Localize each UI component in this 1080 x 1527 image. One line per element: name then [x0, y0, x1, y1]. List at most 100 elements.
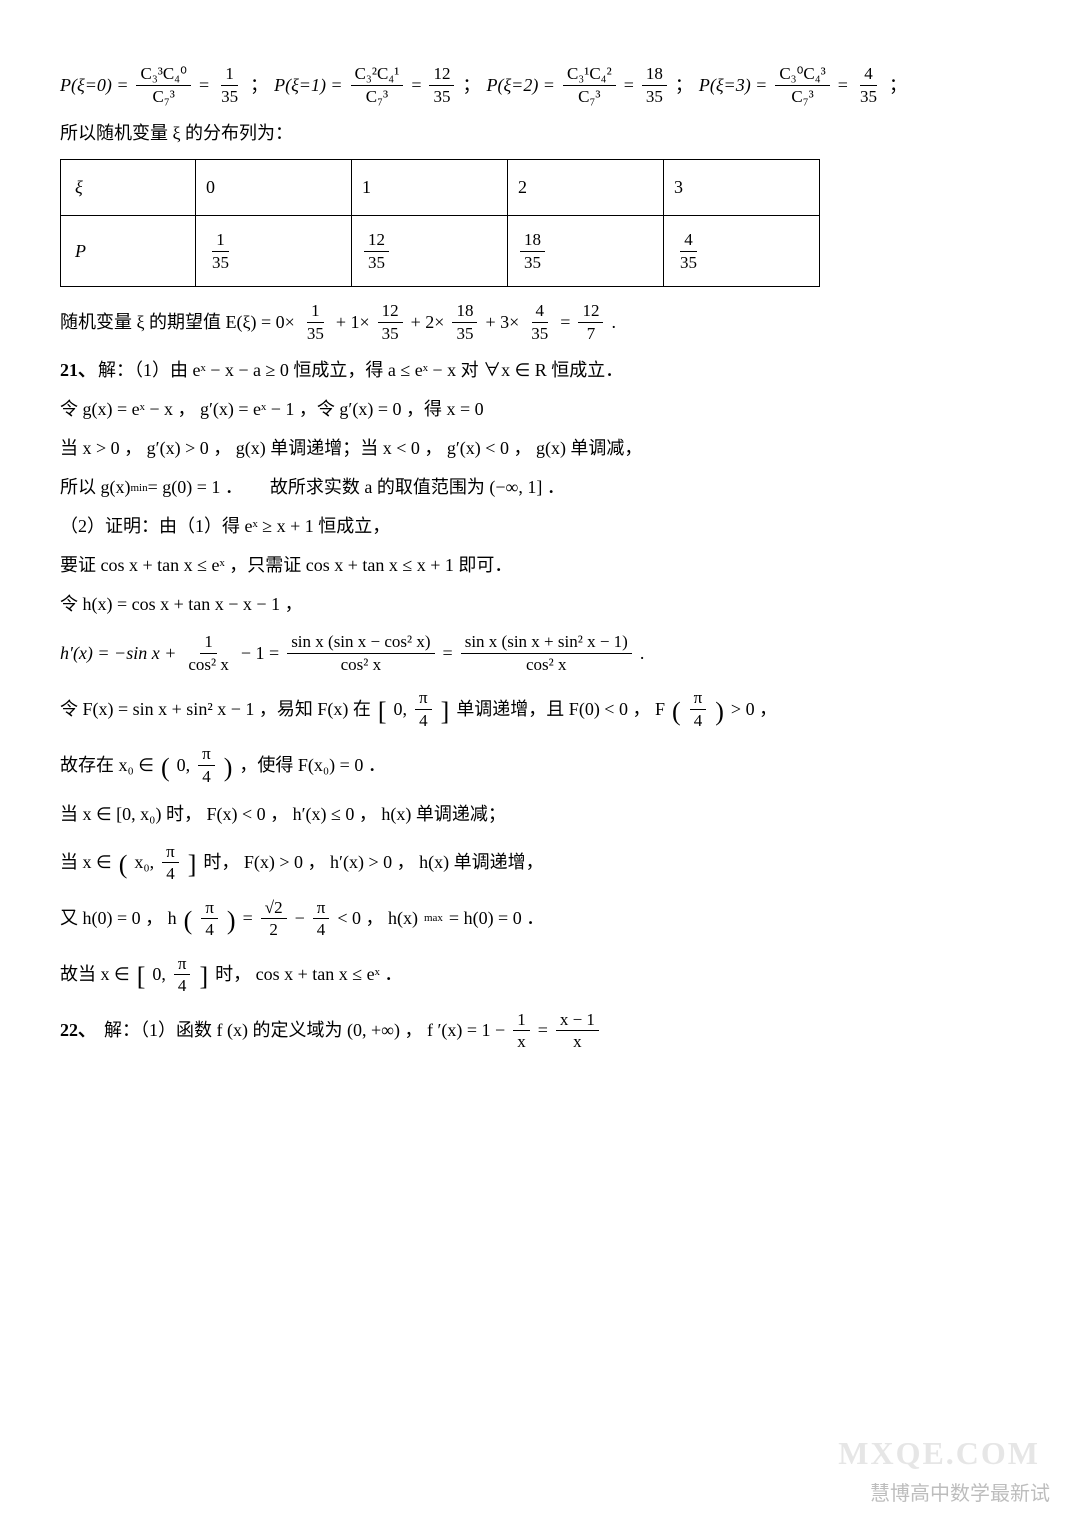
F1a: 令 F(x) = sin x + sin² x − 1 ，易知 F(x) 在	[60, 696, 371, 723]
q21-l2: 令 g(x) = eˣ − x ， g′(x) = eˣ − 1 ，令 g′(x…	[60, 396, 1020, 423]
open-paren-icon: (	[184, 901, 193, 940]
exp-f3: 1835	[452, 301, 477, 343]
exp-f4: 435	[527, 301, 552, 343]
F4-pi: π4	[162, 842, 179, 884]
q22-label: 22、	[60, 1017, 96, 1044]
p0-sep: ；	[250, 72, 268, 99]
p3-eq: =	[838, 72, 848, 99]
hpr-lhs: h′(x) = −sin x +	[60, 640, 176, 667]
p2-eq: =	[624, 72, 634, 99]
xi-val-1: 1	[352, 160, 508, 216]
F6-lo: 0,	[152, 961, 166, 988]
p1-sep: ；	[462, 72, 480, 99]
watermark-bg: MXQE.COM	[838, 1429, 1040, 1477]
exp-f5: 127	[578, 301, 603, 343]
q21-label: 21、	[60, 357, 96, 384]
F1b: 单调递增，且 F(0) < 0 ， F	[456, 696, 665, 723]
open-paren-icon: (	[161, 748, 170, 787]
q22-l1a: 解：（1）函数 f (x) 的定义域为 (0, +∞) ， f ′(x) = 1…	[104, 1017, 505, 1044]
exp-f2: 1235	[378, 301, 403, 343]
exp-pre: 随机变量 ξ 的期望值 E(ξ) = 0×	[60, 309, 295, 336]
q21-l7: 令 h(x) = cos x + tan x − x − 1 ，	[60, 591, 1020, 618]
F2-pi: π4	[198, 744, 215, 786]
F5-pi2: π4	[313, 898, 330, 940]
xi-header: ξ	[61, 160, 196, 216]
expectation-line: 随机变量 ξ 的期望值 E(ξ) = 0× 135 + 1× 1235 + 2×…	[60, 301, 1020, 343]
exp-f1: 135	[303, 301, 328, 343]
close-paren-icon: )	[224, 748, 233, 787]
p0-frac2: 135	[217, 64, 242, 106]
table-row: ξ 0 1 2 3	[61, 160, 820, 216]
F2-lo: 0,	[177, 752, 191, 779]
q21-l6: 要证 cos x + tan x ≤ eˣ ，只需证 cos x + tan x…	[60, 552, 1020, 579]
q22-l1: 22、 解：（1）函数 f (x) 的定义域为 (0, +∞) ， f ′(x)…	[60, 1010, 1020, 1052]
F5mid: =	[243, 905, 253, 932]
hpr-m2: =	[443, 640, 453, 667]
F5c: = h(0) = 0 ．	[449, 905, 544, 932]
open-paren-icon: (	[119, 845, 128, 884]
F1-lo: 0,	[394, 696, 408, 723]
close-bracket-icon: ]	[199, 957, 208, 996]
p-val-3: 435	[664, 216, 820, 287]
F5sub: max	[424, 910, 443, 927]
F1-pi: π4	[415, 688, 432, 730]
p-header: P	[61, 216, 196, 287]
close-bracket-icon: ]	[188, 845, 197, 884]
p2-sep: ；	[675, 72, 693, 99]
F-line-5: 又 h(0) = 0 ， h ( π4 ) = √22 − π4 < 0 ， h…	[60, 898, 1020, 940]
p3-sep: ；	[889, 72, 907, 99]
open-bracket-icon: [	[137, 957, 146, 996]
p2-frac1: C₃¹C₄²C₇³	[563, 64, 616, 106]
F4a: 当 x ∈	[60, 849, 112, 876]
hpr-f1: 1cos² x	[184, 632, 233, 674]
xi-val-3: 3	[664, 160, 820, 216]
F4b: 时， F(x) > 0 ， h′(x) > 0 ， h(x) 单调递增，	[203, 849, 543, 876]
q21-l1-text: 解：（1）由 eˣ − x − a ≥ 0 恒成立，得 a ≤ eˣ − x 对…	[98, 357, 623, 384]
p1-frac2: 1235	[429, 64, 454, 106]
prob-formula-row: P(ξ=0) = C₃³C₄⁰C₇³ = 135 ； P(ξ=1) = C₃²C…	[60, 64, 1020, 106]
p0-lhs: P(ξ=0) =	[60, 72, 128, 99]
close-paren-icon: )	[715, 692, 724, 731]
close-bracket-icon: ]	[441, 692, 450, 731]
distribution-table: ξ 0 1 2 3 P 135 1235 1835 435	[60, 159, 820, 287]
F6a: 故当 x ∈	[60, 961, 130, 988]
F5a: 又 h(0) = 0 ， h	[60, 905, 177, 932]
q21-l5: （2）证明：由（1）得 eˣ ≥ x + 1 恒成立，	[60, 513, 1020, 540]
F-line-1: 令 F(x) = sin x + sin² x − 1 ，易知 F(x) 在 […	[60, 688, 1020, 730]
F5b: < 0 ， h(x)	[337, 905, 418, 932]
hpr-f3: sin x (sin x + sin² x − 1)cos² x	[461, 632, 632, 674]
q21-l1: 21、 解：（1）由 eˣ − x − a ≥ 0 恒成立，得 a ≤ eˣ −…	[60, 357, 1020, 384]
dist-intro-line: 所以随机变量 ξ 的分布列为：	[60, 120, 1020, 147]
F2b: ，使得 F(x₀) = 0 ．	[239, 752, 385, 779]
exp-m1: + 1×	[336, 309, 370, 336]
hpr-f2: sin x (sin x − cos² x)cos² x	[287, 632, 434, 674]
F1d: > 0 ，	[731, 696, 777, 723]
open-paren-icon: (	[672, 692, 681, 731]
F-line-2: 故存在 x₀ ∈ ( 0, π4 ) ，使得 F(x₀) = 0 ．	[60, 744, 1020, 786]
hpr-end: .	[640, 640, 645, 667]
p2-lhs: P(ξ=2) =	[486, 72, 554, 99]
p0-frac1: C₃³C₄⁰C₇³	[136, 64, 190, 106]
p-val-0: 135	[196, 216, 352, 287]
q22-mid: =	[538, 1017, 548, 1044]
watermark-main: 慧博高中数学最新试	[870, 1479, 1050, 1509]
exp-m4: =	[560, 309, 570, 336]
q21-l4a: 所以 g(x)	[60, 474, 131, 501]
open-bracket-icon: [	[378, 692, 387, 731]
exp-m2: + 2×	[411, 309, 445, 336]
p-val-1: 1235	[352, 216, 508, 287]
F6b: 时， cos x + tan x ≤ eˣ ．	[215, 961, 402, 988]
p3-lhs: P(ξ=3) =	[699, 72, 767, 99]
p2-frac2: 1835	[642, 64, 667, 106]
q21-l4: 所以 g(x)min = g(0) = 1 ． 故所求实数 a 的取值范围为 (…	[60, 474, 1020, 501]
table-row: P 135 1235 1835 435	[61, 216, 820, 287]
q21-l4sub: min	[131, 480, 148, 497]
F2a: 故存在 x₀ ∈	[60, 752, 154, 779]
q22-f2: x − 1x	[556, 1010, 599, 1052]
F1c-pi: π4	[690, 688, 707, 730]
dist-intro-text: 所以随机变量 ξ 的分布列为：	[60, 120, 293, 147]
p-val-2: 1835	[508, 216, 664, 287]
p3-frac1: C₃⁰C₄³C₇³	[775, 64, 829, 106]
exp-end: .	[611, 309, 616, 336]
close-paren-icon: )	[227, 901, 236, 940]
